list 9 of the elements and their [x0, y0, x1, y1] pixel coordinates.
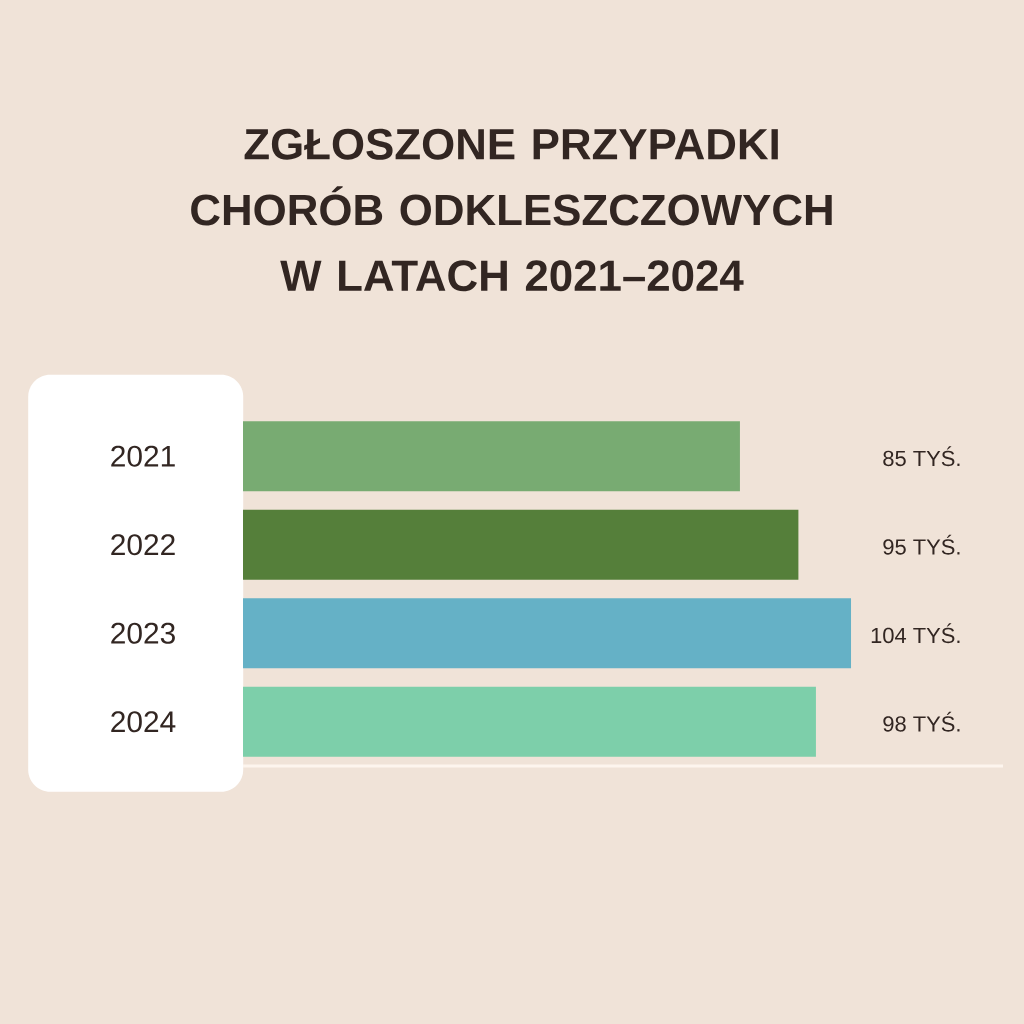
- data-label: 95 TYŚ.: [883, 534, 960, 555]
- y-tick-label: 2021: [111, 445, 175, 467]
- y-tick-label: 2022: [111, 534, 175, 556]
- chart-title: ZGŁOSZONE PRZYPADKI CHORÓB ODKLESZCZOWYCH W LATACH 2021–2024: [191, 128, 832, 292]
- y-tick-label: 2023: [111, 622, 175, 644]
- y-tick-label: 2024: [111, 711, 176, 733]
- data-label: 104 TYŚ.: [871, 623, 960, 644]
- data-label: 98 TYŚ.: [883, 711, 960, 732]
- data-label: 85 TYŚ.: [883, 446, 960, 467]
